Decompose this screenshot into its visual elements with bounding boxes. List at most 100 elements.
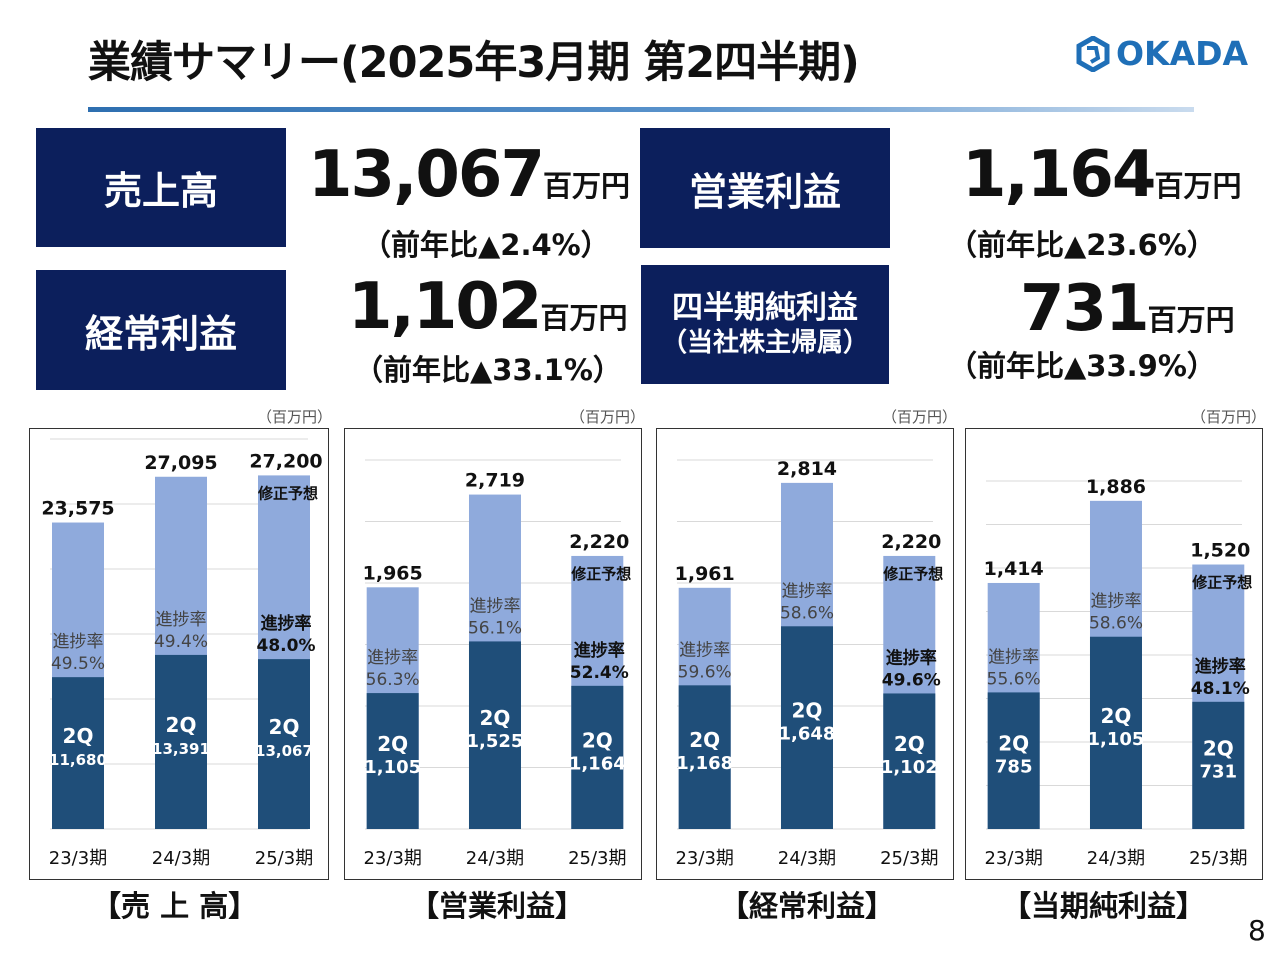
- annual-value-label: 1,886: [1086, 476, 1146, 498]
- q2-value-label: 1,102: [881, 757, 938, 778]
- kpi-number: 1,164: [962, 138, 1156, 212]
- bar-2q: [1192, 701, 1245, 829]
- kpi-label-text: 経常利益: [84, 311, 237, 356]
- progress-rate-value: 56.1%: [468, 618, 522, 638]
- chart-svg: 23,575進捗率49.5%2Q11,68023/3期27,095進捗率49.4…: [41, 438, 323, 869]
- kpi-unit: 百万円: [1154, 169, 1242, 203]
- kpi-number: 13,067: [308, 138, 545, 212]
- kpi-unit: 百万円: [542, 169, 630, 203]
- chart-title: 【営業利益】: [410, 889, 585, 923]
- forecast-note-label: 修正予想: [882, 565, 943, 583]
- progress-rate-label: 進捗率: [261, 613, 312, 634]
- chart-2: 1,961 進捗率 59.6% 2Q 1,168 23/3期 2,814 進捗率 58.6% 2Q…: [656, 428, 954, 880]
- page-number: 8: [1248, 914, 1266, 947]
- kpi-label-text: 売上高: [103, 169, 218, 213]
- kpi-label-ordinary-profit: 経常利益: [36, 270, 286, 390]
- progress-rate-value: 58.6%: [1089, 614, 1143, 634]
- annual-value-label: 27,095: [144, 452, 217, 474]
- progress-rate-label: 進捗率: [679, 640, 730, 660]
- category-label: 25/3期: [568, 848, 626, 869]
- kpi-number: 1,102: [348, 270, 542, 344]
- bar-2q: [1089, 636, 1142, 829]
- kpi-label-text: 営業利益: [688, 169, 841, 214]
- q2-value-label: 1,105: [364, 757, 421, 778]
- category-label: 23/3期: [675, 848, 733, 869]
- progress-rate-value: 59.6%: [678, 662, 732, 682]
- q2-value-label: 1,168: [676, 753, 733, 774]
- kpi-value-sales: 13,067百万円: [308, 138, 630, 212]
- progress-rate-value: 48.0%: [257, 636, 316, 656]
- progress-rate-value: 55.6%: [987, 669, 1041, 689]
- q2-prefix-label: 2Q: [998, 732, 1029, 756]
- forecast-note-label: 修正予想: [1191, 574, 1252, 592]
- q2-prefix-label: 2Q: [1101, 704, 1132, 728]
- chart-svg: 1,414進捗率55.6%2Q78523/3期1,886進捗率58.6%2Q1,…: [984, 476, 1253, 869]
- annual-value-label: 2,220: [881, 531, 941, 553]
- q2-prefix-label: 2Q: [63, 724, 94, 748]
- kpi-label-operating-profit: 営業利益: [640, 128, 890, 248]
- kpi-value-ordinary-profit: 1,102百万円: [348, 270, 627, 344]
- kpi-number: 731: [1020, 272, 1150, 346]
- annual-value-label: 27,200: [249, 450, 322, 472]
- category-label: 25/3期: [1189, 848, 1247, 869]
- bar-2q: [571, 685, 624, 829]
- bar-2q: [780, 626, 833, 829]
- kpi-sublabel-text: （当社株主帰属）: [660, 327, 869, 358]
- q2-value-label: 1,525: [467, 731, 524, 752]
- category-label: 23/3期: [984, 848, 1042, 869]
- q2-value-label: 731: [1199, 761, 1237, 782]
- bar-2q: [258, 659, 310, 829]
- bar-2q: [52, 677, 104, 829]
- kpi-value-net-income: 731百万円: [1020, 272, 1235, 346]
- progress-rate-label: 進捗率: [781, 581, 832, 601]
- chart-unit-label: （百万円）: [1191, 408, 1267, 426]
- q2-prefix-label: 2Q: [1203, 736, 1234, 760]
- progress-rate-value: 56.3%: [366, 670, 420, 690]
- annual-value-label: 1,414: [984, 558, 1044, 580]
- progress-rate-value: 49.5%: [51, 654, 105, 674]
- chart-1: 1,965 進捗率 56.3% 2Q 1,105 23/3期 2,719 進捗率 56.1% 2Q…: [344, 428, 642, 880]
- annual-value-label: 2,220: [569, 531, 629, 553]
- progress-rate-label: 進捗率: [886, 647, 937, 668]
- progress-rate-value: 48.1%: [1191, 679, 1250, 699]
- q2-value-label: 785: [995, 757, 1033, 778]
- chart-unit-label: （百万円）: [570, 408, 646, 426]
- annual-value-label: 2,814: [777, 458, 837, 480]
- category-label: 25/3期: [255, 848, 313, 869]
- progress-rate-label: 進捗率: [53, 632, 104, 652]
- progress-rate-value: 49.4%: [154, 632, 208, 652]
- progress-rate-value: 58.6%: [780, 603, 834, 623]
- chart-0: 23,575 進捗率 49.5% 2Q 11,680 23/3期 27,095 進捗率 49.4…: [29, 428, 329, 880]
- kpi-unit: 百万円: [1147, 303, 1235, 337]
- chart-title: 【当期純利益】: [1002, 889, 1206, 923]
- q2-prefix-label: 2Q: [166, 713, 197, 737]
- kpi-yoy-operating-profit: （前年比▲23.6%）: [948, 228, 1216, 262]
- category-label: 24/3期: [1087, 848, 1145, 869]
- bar-2q: [366, 693, 419, 829]
- progress-rate-label: 進捗率: [988, 647, 1039, 667]
- q2-prefix-label: 2Q: [689, 728, 720, 752]
- chart-title: 【経常利益】: [720, 889, 895, 923]
- category-label: 23/3期: [363, 848, 421, 869]
- q2-prefix-label: 2Q: [269, 715, 300, 739]
- forecast-note-label: 修正予想: [570, 565, 631, 583]
- category-label: 23/3期: [49, 848, 107, 869]
- kpi-label-text: 四半期純利益: [672, 290, 858, 327]
- bar-2q: [987, 692, 1040, 829]
- annual-value-label: 23,575: [41, 498, 114, 520]
- bar-2q: [883, 693, 936, 829]
- category-label: 24/3期: [466, 848, 524, 869]
- q2-prefix-label: 2Q: [480, 706, 511, 730]
- kpi-yoy-net-income: （前年比▲33.9%）: [948, 349, 1216, 383]
- okada-logo: OKADA: [1076, 34, 1248, 73]
- chart-title: 【売 上 高】: [92, 889, 258, 923]
- logo-text: OKADA: [1116, 34, 1249, 73]
- annual-value-label: 1,520: [1190, 540, 1250, 562]
- chart-svg: 1,961進捗率59.6%2Q1,16823/3期2,814進捗率58.6%2Q…: [675, 458, 944, 869]
- kpi-yoy-ordinary-profit: （前年比▲33.1%）: [354, 353, 622, 387]
- kpi-label-sales: 売上高: [36, 128, 286, 247]
- q2-value-label: 1,105: [1088, 729, 1145, 750]
- chart-unit-label: （百万円）: [882, 408, 958, 426]
- progress-rate-label: 進捗率: [1195, 656, 1246, 677]
- progress-rate-label: 進捗率: [156, 610, 207, 630]
